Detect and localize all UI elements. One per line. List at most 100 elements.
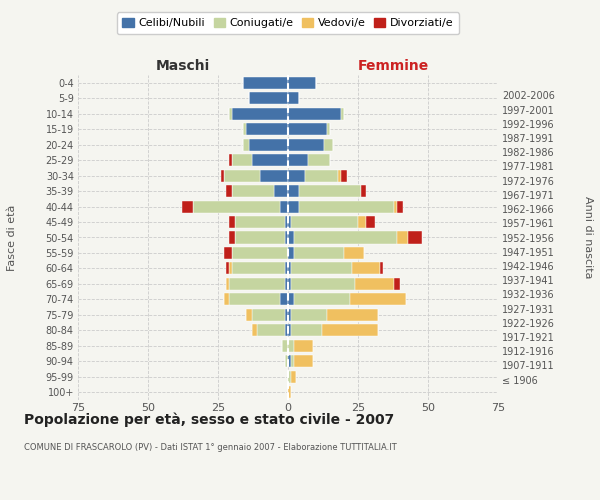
Bar [288,200,299,212]
Bar [229,108,232,120]
Bar [280,294,288,306]
Bar [288,216,291,228]
Bar [291,324,322,336]
Bar [285,232,288,243]
Bar [226,262,229,274]
Bar [308,154,330,166]
Bar [293,340,313,352]
Legend: Celibi/Nubili, Coniugati/e, Vedovi/e, Divorziati/e: Celibi/Nubili, Coniugati/e, Vedovi/e, Di… [117,12,459,34]
Bar [288,108,341,120]
Bar [288,309,291,321]
Bar [325,138,333,150]
Bar [288,138,325,150]
Bar [291,216,358,228]
Bar [243,76,288,89]
Bar [299,200,394,212]
Bar [341,170,347,181]
Bar [397,200,403,212]
Bar [293,294,350,306]
Bar [226,185,232,197]
Bar [246,309,251,321]
Bar [288,340,293,352]
Bar [361,185,367,197]
Bar [224,294,229,306]
Bar [251,154,288,166]
Bar [327,309,377,321]
Bar [260,170,288,181]
Bar [293,247,344,259]
Bar [249,92,288,104]
Bar [293,232,397,243]
Bar [380,262,383,274]
Bar [288,262,291,274]
Bar [288,123,327,135]
Bar [285,309,288,321]
Bar [285,324,288,336]
Bar [352,262,380,274]
Bar [288,76,316,89]
Bar [355,278,394,290]
Text: Popolazione per età, sesso e stato civile - 2007: Popolazione per età, sesso e stato civil… [24,412,394,427]
Bar [224,170,260,181]
Bar [291,371,296,383]
Bar [338,170,341,181]
Text: COMUNE DI FRASCAROLO (PV) - Dati ISTAT 1° gennaio 2007 - Elaborazione TUTTITALIA: COMUNE DI FRASCAROLO (PV) - Dati ISTAT 1… [24,442,397,452]
Bar [288,294,293,306]
Bar [274,185,288,197]
Bar [291,262,352,274]
Bar [232,185,274,197]
Bar [229,278,285,290]
Bar [358,216,367,228]
Bar [229,154,232,166]
Text: Maschi: Maschi [156,58,210,72]
Text: Anni di nascita: Anni di nascita [583,196,593,279]
Bar [288,371,291,383]
Bar [299,185,361,197]
Bar [229,262,232,274]
Bar [232,262,285,274]
Bar [288,278,291,290]
Bar [229,294,280,306]
Bar [221,170,224,181]
Bar [291,278,355,290]
Bar [229,216,235,228]
Bar [251,324,257,336]
Bar [288,324,291,336]
Bar [232,247,288,259]
Bar [232,154,251,166]
Bar [229,232,235,243]
Bar [322,324,377,336]
Bar [182,200,193,212]
Bar [235,232,285,243]
Bar [232,108,288,120]
Bar [305,170,338,181]
Bar [293,356,313,368]
Bar [193,200,280,212]
Bar [235,216,285,228]
Bar [288,232,293,243]
Bar [280,200,288,212]
Bar [288,92,299,104]
Bar [285,262,288,274]
Bar [291,356,293,368]
Text: Fasce di età: Fasce di età [7,204,17,270]
Bar [394,200,397,212]
Bar [257,324,285,336]
Bar [327,123,330,135]
Bar [224,247,232,259]
Bar [288,386,291,398]
Bar [285,216,288,228]
Bar [285,356,288,368]
Bar [344,247,364,259]
Bar [288,247,293,259]
Bar [283,340,288,352]
Bar [246,123,288,135]
Bar [243,123,246,135]
Bar [288,170,305,181]
Bar [350,294,406,306]
Bar [288,185,299,197]
Bar [397,232,409,243]
Bar [288,356,291,368]
Text: Femmine: Femmine [358,58,428,72]
Bar [341,108,344,120]
